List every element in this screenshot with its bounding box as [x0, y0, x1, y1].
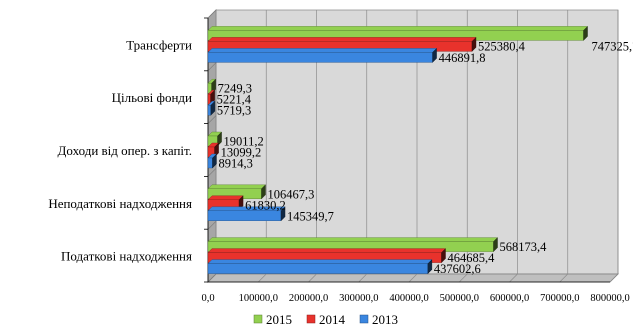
- bar-end-2014: [441, 248, 446, 264]
- data-label-2013: 5719,3: [217, 104, 251, 118]
- data-label-2013: 145349,7: [287, 209, 334, 223]
- x-tick-label: 200000,0: [289, 293, 328, 304]
- bar-end-2014: [214, 142, 219, 158]
- category-separator: [207, 273, 217, 283]
- bar-2013: [207, 157, 213, 169]
- gridline-floor: [509, 273, 518, 283]
- bar-top-2015: [207, 184, 266, 190]
- data-label-2014: 5221,4: [217, 93, 252, 107]
- x-tick-label: 0,0: [201, 293, 214, 304]
- legend-item-2014: 2014: [306, 312, 346, 327]
- data-label-2013: 8914,3: [218, 157, 252, 171]
- legend-swatch: [253, 314, 263, 324]
- bar-end-2015: [583, 25, 588, 41]
- bar-end-2014: [471, 36, 477, 52]
- category-label: Доходи від опер. з капіт.: [58, 143, 192, 158]
- legend-item-2015: 2015: [253, 312, 292, 327]
- data-label-2014: 61830,2: [245, 198, 286, 212]
- category-label: Трансферти: [126, 37, 192, 52]
- x-tick-label: 500000,0: [440, 293, 479, 304]
- data-label-2014: 464685,4: [448, 251, 496, 265]
- bar-end-2013: [427, 259, 433, 275]
- gridline-floor: [258, 273, 267, 283]
- legend-item-2013: 2013: [359, 312, 398, 327]
- category-label: Цільові фонди: [112, 90, 192, 105]
- bar-end-2014: [210, 89, 215, 105]
- legend-label: 2015: [266, 312, 292, 327]
- gridline-floor: [609, 273, 619, 283]
- gridline-floor: [459, 273, 468, 283]
- x-tick-label: 800000,0: [590, 293, 629, 304]
- data-label-2013: 437602,6: [434, 262, 481, 276]
- category-separator: [207, 115, 217, 124]
- bar-end-2013: [212, 153, 217, 169]
- bar-end-2013: [210, 100, 216, 116]
- bar-end-2015: [211, 78, 216, 94]
- bar-2013: [207, 263, 429, 274]
- data-label-2015: 568173,4: [500, 240, 548, 254]
- x-tick-labels: 0,0 100000,0 200000,0 300000,0 400000,0 50000…: [201, 293, 629, 304]
- bar-2013: [207, 104, 212, 116]
- category-separator: [207, 62, 217, 72]
- category-separator: [207, 9, 217, 19]
- category-separator: [207, 168, 217, 177]
- data-label-2015: 19011,2: [224, 135, 264, 149]
- bar-end-2015: [261, 184, 266, 200]
- legend-swatch: [359, 314, 369, 324]
- gridline-floor: [559, 273, 568, 283]
- legend-swatch: [306, 314, 316, 324]
- x-tick-label: 400000,0: [389, 293, 428, 304]
- bar-top-2015: [207, 26, 589, 31]
- category-separator: [207, 220, 217, 230]
- data-label-2014: 13099,2: [221, 146, 262, 160]
- x-tick-label: 700000,0: [540, 293, 579, 304]
- bar-top-2013: [207, 259, 433, 264]
- bar-end-2014: [238, 195, 244, 211]
- x-tick-label: 100000,0: [239, 293, 278, 304]
- legend-label: 2014: [319, 312, 346, 327]
- category-label: Неподаткові надходження: [48, 196, 192, 211]
- legend-label: 2013: [372, 312, 398, 327]
- data-label-2015: 7249,3: [218, 82, 252, 96]
- x-tick-label: 600000,0: [490, 293, 529, 304]
- x-tick-label: 300000,0: [339, 293, 378, 304]
- category-labels: Трансферти Цільові фонди Доходи від опер. …: [48, 37, 192, 263]
- bar-top-2015: [207, 237, 498, 242]
- bar-top-2014: [207, 37, 477, 42]
- bar-top-2013: [207, 48, 438, 53]
- bar-end-2013: [280, 206, 286, 222]
- legend: 2015 2014 2013: [253, 312, 398, 327]
- data-label-2015: 747325,7: [592, 39, 633, 53]
- data-label-2013: 446891,8: [439, 51, 486, 65]
- gridline-floor: [358, 273, 367, 283]
- gridline-floor: [308, 273, 317, 283]
- gridline-floor: [408, 273, 418, 283]
- bar-2013: [207, 52, 433, 63]
- bar-end-2015: [493, 237, 498, 253]
- data-label-2014: 525380,4: [478, 39, 526, 53]
- data-label-2015: 106467,3: [267, 187, 314, 201]
- bar-end-2015: [217, 131, 222, 147]
- category-label: Податкові надходження: [61, 249, 192, 264]
- bars: [207, 25, 589, 275]
- bar-top-2014: [207, 248, 446, 253]
- bar-top-2014: [207, 195, 244, 201]
- bar-end-2013: [432, 47, 437, 63]
